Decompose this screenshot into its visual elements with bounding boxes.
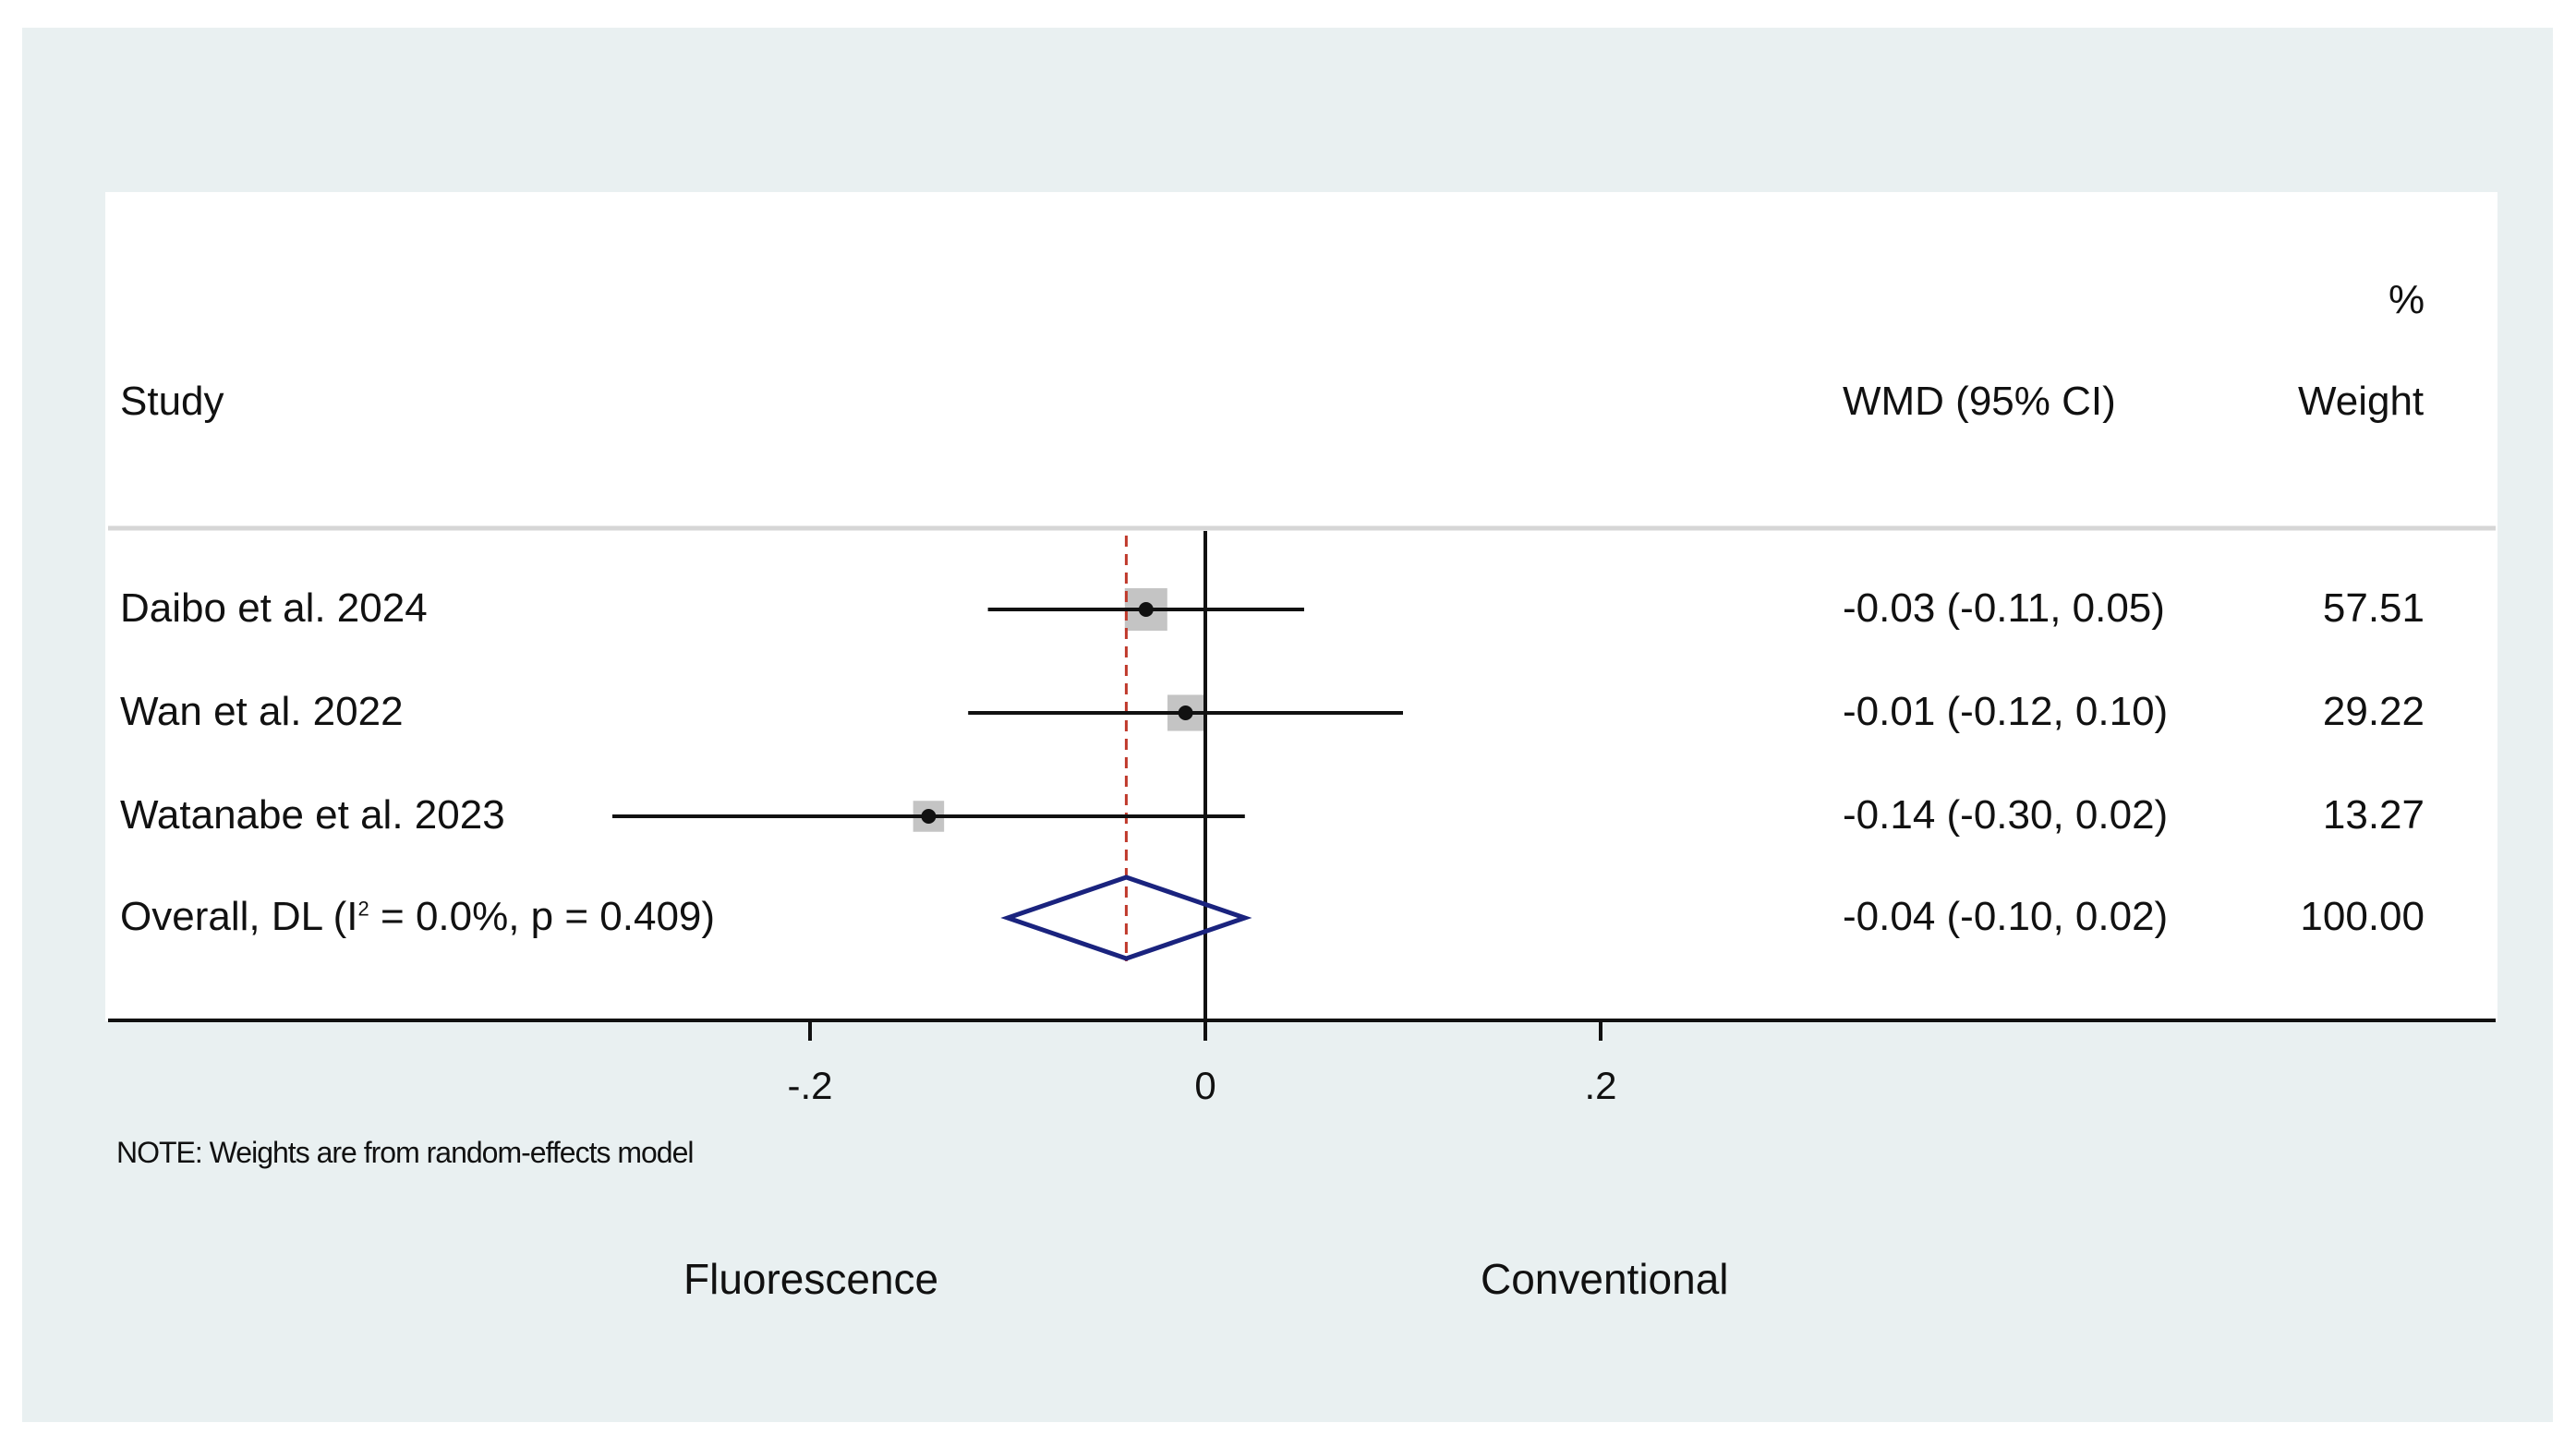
- study-label: Daibo et al. 2024: [120, 585, 428, 631]
- overall-label: Overall, DL (I2 = 0.0%, p = 0.409): [120, 894, 716, 939]
- study-point-estimate: [1138, 602, 1154, 617]
- overall-weight: 100.00: [2300, 894, 2425, 939]
- study-ci-text: -0.01 (-0.12, 0.10): [1843, 689, 2169, 734]
- plot-panel: [105, 192, 2497, 1021]
- study-point-estimate: [921, 809, 937, 824]
- weight-percent-header: %: [2389, 277, 2425, 322]
- study-point-estimate: [1178, 705, 1193, 720]
- study-label: Wan et al. 2022: [120, 689, 404, 734]
- study-label: Watanabe et al. 2023: [120, 792, 505, 838]
- study-weight: 13.27: [2322, 792, 2425, 838]
- study-column-header: Study: [120, 379, 224, 424]
- favors-right-label: Conventional: [1481, 1255, 1729, 1303]
- x-tick-label: .2: [1584, 1064, 1617, 1107]
- x-tick-label: -.2: [787, 1064, 833, 1107]
- study-weight: 29.22: [2322, 689, 2425, 734]
- study-ci-text: -0.03 (-0.11, 0.05): [1843, 585, 2165, 631]
- overall-diamond: [1000, 874, 1252, 961]
- weight-column-header: Weight: [2298, 379, 2425, 424]
- overall-ci-text: -0.04 (-0.10, 0.02): [1843, 894, 2169, 939]
- study-weight: 57.51: [2322, 585, 2425, 631]
- x-tick-label: 0: [1194, 1064, 1216, 1107]
- favors-left-label: Fluorescence: [683, 1255, 939, 1303]
- study-ci-text: -0.14 (-0.30, 0.02): [1843, 792, 2169, 838]
- effect-column-header: WMD (95% CI): [1843, 379, 2116, 424]
- weights-note: NOTE: Weights are from random-effects mo…: [116, 1136, 694, 1169]
